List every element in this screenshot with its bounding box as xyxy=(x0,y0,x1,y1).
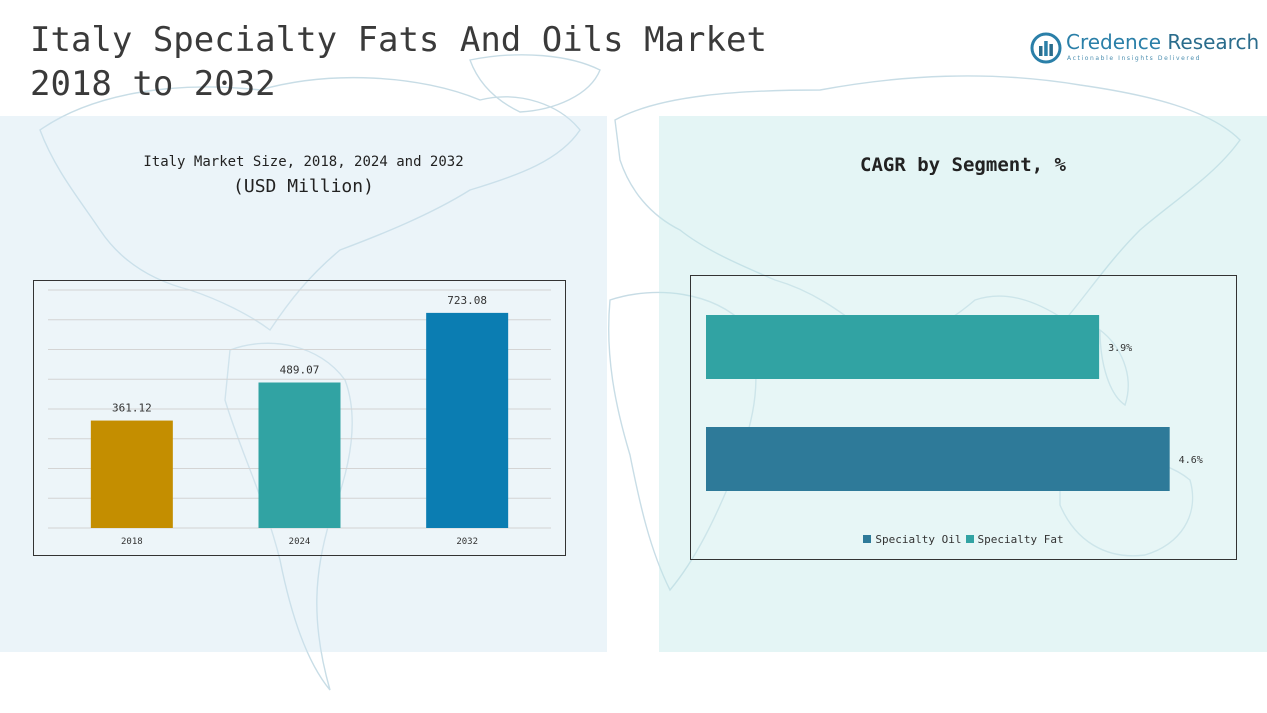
cagr-legend: Specialty Oil Specialty Fat xyxy=(691,533,1236,546)
market-size-subtitle: Italy Market Size, 2018, 2024 and 2032 xyxy=(143,154,464,170)
data-label-2018: 361.12 xyxy=(112,402,152,415)
bar-specialty-fat xyxy=(706,315,1100,379)
cagr-title: CAGR by Segment, % xyxy=(860,154,1066,176)
logo-tagline: Actionable Insights Delivered xyxy=(1067,55,1202,62)
logo-name-part2: Research xyxy=(1167,30,1260,54)
legend-swatch-specialty-oil xyxy=(863,535,872,543)
bar-2018 xyxy=(90,420,173,528)
legend-item-specialty-fat: Specialty Fat xyxy=(965,533,1064,546)
data-label-specialty-oil: 4.6% xyxy=(1179,455,1203,466)
market-size-unit: (USD Million) xyxy=(233,176,374,197)
logo-name: Credence Research xyxy=(1066,30,1259,54)
data-label-specialty-fat: 3.9% xyxy=(1108,343,1132,354)
legend-label-specialty-fat: Specialty Fat xyxy=(977,533,1064,546)
cagr-chart: 3.9% 4.6% Specialty Oil Specialty Fat xyxy=(690,275,1237,560)
logo-name-part1: Credence xyxy=(1066,30,1162,54)
legend-label-specialty-oil: Specialty Oil xyxy=(875,533,962,546)
logo-icon xyxy=(1030,32,1062,64)
cagr-chart-svg: 3.9% 4.6% xyxy=(706,315,1203,491)
bar-specialty-oil xyxy=(706,427,1170,491)
bar-2024 xyxy=(258,382,341,528)
x-tick-2032: 2032 xyxy=(456,537,478,547)
market-size-chart: 361.12 2018 489.07 2024 723.08 2032 xyxy=(33,280,566,556)
legend-item-specialty-oil: Specialty Oil xyxy=(863,533,962,546)
x-tick-2018: 2018 xyxy=(121,537,143,547)
bar-2032 xyxy=(426,312,509,528)
cagr-panel xyxy=(659,116,1267,652)
x-tick-2024: 2024 xyxy=(289,537,311,547)
credence-research-logo: Credence Research Actionable Insights De… xyxy=(1030,30,1259,70)
market-size-chart-svg: 361.12 2018 489.07 2024 723.08 2032 xyxy=(48,289,551,547)
data-label-2024: 489.07 xyxy=(280,364,320,377)
data-label-2032: 723.08 xyxy=(447,294,487,307)
page-title: Italy Specialty Fats And Oils Market 201… xyxy=(30,20,767,104)
legend-swatch-specialty-fat xyxy=(965,535,974,543)
